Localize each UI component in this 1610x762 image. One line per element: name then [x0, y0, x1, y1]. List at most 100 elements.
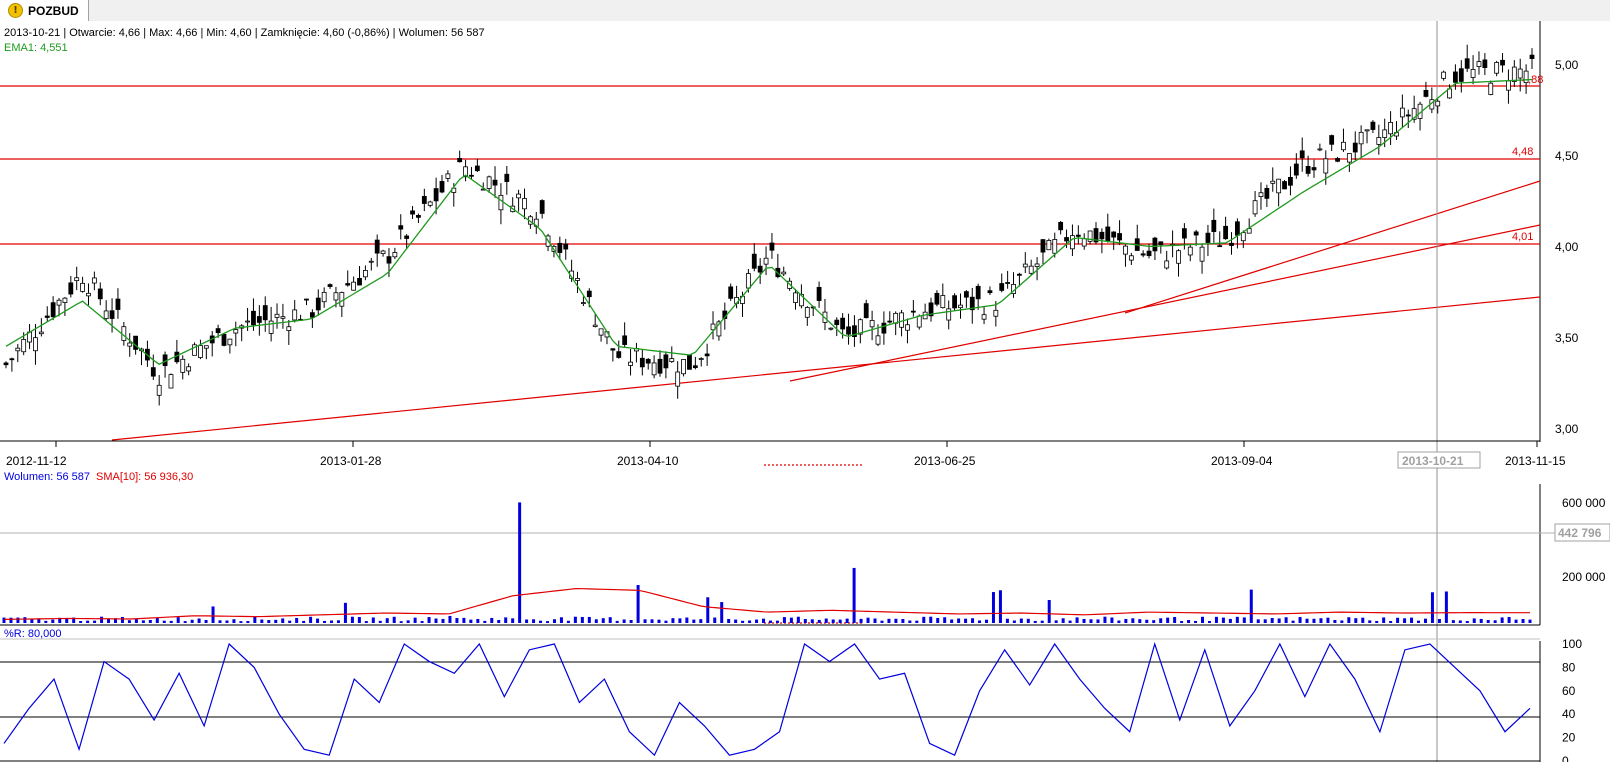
candle-body[interactable]	[498, 194, 504, 211]
volume-bar[interactable]	[789, 617, 793, 623]
candle-body[interactable]	[881, 322, 887, 334]
candle-body[interactable]	[852, 325, 857, 338]
candle-body[interactable]	[1258, 192, 1264, 197]
candle-body[interactable]	[1093, 228, 1099, 243]
candle-body[interactable]	[309, 312, 315, 318]
volume-bar[interactable]	[23, 617, 27, 623]
candle-body[interactable]	[421, 196, 427, 204]
candle-body[interactable]	[192, 344, 197, 356]
candle-body[interactable]	[227, 338, 233, 346]
candle-body[interactable]	[416, 215, 421, 218]
candle-body[interactable]	[315, 297, 321, 311]
volume-bar[interactable]	[1298, 617, 1302, 623]
candle-body[interactable]	[1176, 250, 1181, 264]
volume-bar[interactable]	[413, 617, 417, 623]
volume-bar[interactable]	[880, 620, 884, 623]
volume-bar[interactable]	[1117, 620, 1121, 623]
volume-bar[interactable]	[225, 620, 229, 623]
volume-bar[interactable]	[552, 619, 556, 623]
candle-body[interactable]	[869, 320, 875, 328]
volume-bar[interactable]	[755, 619, 759, 623]
volume-bar[interactable]	[30, 619, 34, 623]
candle-body[interactable]	[1187, 246, 1193, 256]
volume-bar[interactable]	[1361, 617, 1365, 623]
volume-bar[interactable]	[559, 617, 563, 623]
candle-body[interactable]	[1128, 255, 1134, 261]
volume-bar[interactable]	[406, 620, 410, 623]
candle-body[interactable]	[233, 329, 239, 334]
volume-bar[interactable]	[1326, 617, 1330, 623]
volume-bar[interactable]	[566, 620, 570, 623]
volume-bar[interactable]	[323, 620, 327, 623]
candle-body[interactable]	[1075, 234, 1081, 237]
volume-bar[interactable]	[1375, 620, 1379, 623]
candle-body[interactable]	[198, 345, 203, 358]
candle-body[interactable]	[675, 371, 681, 387]
candle-body[interactable]	[286, 326, 292, 331]
volume-bar[interactable]	[964, 618, 968, 623]
candle-body[interactable]	[592, 324, 598, 327]
volume-bar[interactable]	[1284, 617, 1288, 623]
candle-body[interactable]	[840, 317, 846, 330]
volume-bar[interactable]	[218, 620, 222, 623]
candle-body[interactable]	[828, 327, 834, 330]
volume-bar[interactable]	[1403, 618, 1407, 623]
volume-bar[interactable]	[762, 618, 766, 623]
volume-bar[interactable]	[950, 619, 954, 623]
candle-body[interactable]	[445, 173, 451, 179]
volume-bar[interactable]	[866, 617, 870, 623]
candle-body[interactable]	[745, 273, 751, 289]
volume-bar[interactable]	[1291, 620, 1295, 623]
volume-bar[interactable]	[267, 620, 271, 623]
candle-body[interactable]	[628, 361, 633, 366]
candle-body[interactable]	[1411, 108, 1417, 120]
candle-body[interactable]	[716, 321, 722, 337]
candle-body[interactable]	[1529, 54, 1535, 59]
candle-body[interactable]	[21, 339, 27, 353]
candle-body[interactable]	[1223, 225, 1229, 240]
volume-bar[interactable]	[1389, 620, 1393, 623]
volume-bar[interactable]	[1242, 617, 1246, 623]
candle-body[interactable]	[1111, 231, 1117, 238]
volume-bar[interactable]	[1089, 619, 1093, 623]
volume-bar[interactable]	[58, 617, 62, 623]
volume-bar[interactable]	[441, 618, 445, 623]
volume-bar[interactable]	[852, 567, 856, 623]
volume-panel[interactable]: Wolumen: 56 587 SMA[10]: 56 936,30	[4, 471, 193, 483]
volume-bar[interactable]	[1173, 616, 1177, 623]
candle-body[interactable]	[651, 362, 657, 376]
volume-bar[interactable]	[768, 620, 772, 623]
volume-bar[interactable]	[1500, 617, 1504, 623]
volume-bar[interactable]	[448, 615, 452, 623]
volume-bar[interactable]	[1319, 618, 1323, 623]
candle-body[interactable]	[492, 179, 498, 186]
volume-bar[interactable]	[532, 619, 536, 623]
volume-bar[interactable]	[1075, 617, 1079, 623]
candle-body[interactable]	[1229, 242, 1234, 246]
candle-body[interactable]	[256, 316, 262, 323]
volume-bar[interactable]	[350, 616, 354, 623]
volume-bar[interactable]	[1256, 619, 1260, 623]
candle-body[interactable]	[669, 358, 675, 363]
volume-bar[interactable]	[727, 618, 731, 623]
volume-bar[interactable]	[594, 619, 598, 623]
candle-body[interactable]	[1211, 219, 1217, 233]
volume-bar[interactable]	[504, 617, 508, 623]
volume-bar[interactable]	[483, 620, 487, 623]
volume-bar[interactable]	[1138, 619, 1142, 623]
candle-body[interactable]	[433, 188, 439, 202]
volume-bar[interactable]	[44, 620, 48, 623]
candle-body[interactable]	[698, 358, 704, 360]
volume-bar[interactable]	[127, 620, 131, 623]
volume-bar[interactable]	[295, 617, 299, 623]
candle-body[interactable]	[1435, 100, 1441, 107]
volume-bar[interactable]	[1110, 617, 1114, 623]
candle-body[interactable]	[44, 315, 50, 318]
volume-bar[interactable]	[748, 620, 752, 623]
candle-body[interactable]	[68, 282, 74, 295]
volume-bar[interactable]	[343, 602, 347, 623]
candle-body[interactable]	[368, 260, 374, 263]
volume-bar[interactable]	[1082, 618, 1086, 623]
volume-bar[interactable]	[420, 621, 424, 623]
candle-body[interactable]	[1081, 238, 1087, 247]
